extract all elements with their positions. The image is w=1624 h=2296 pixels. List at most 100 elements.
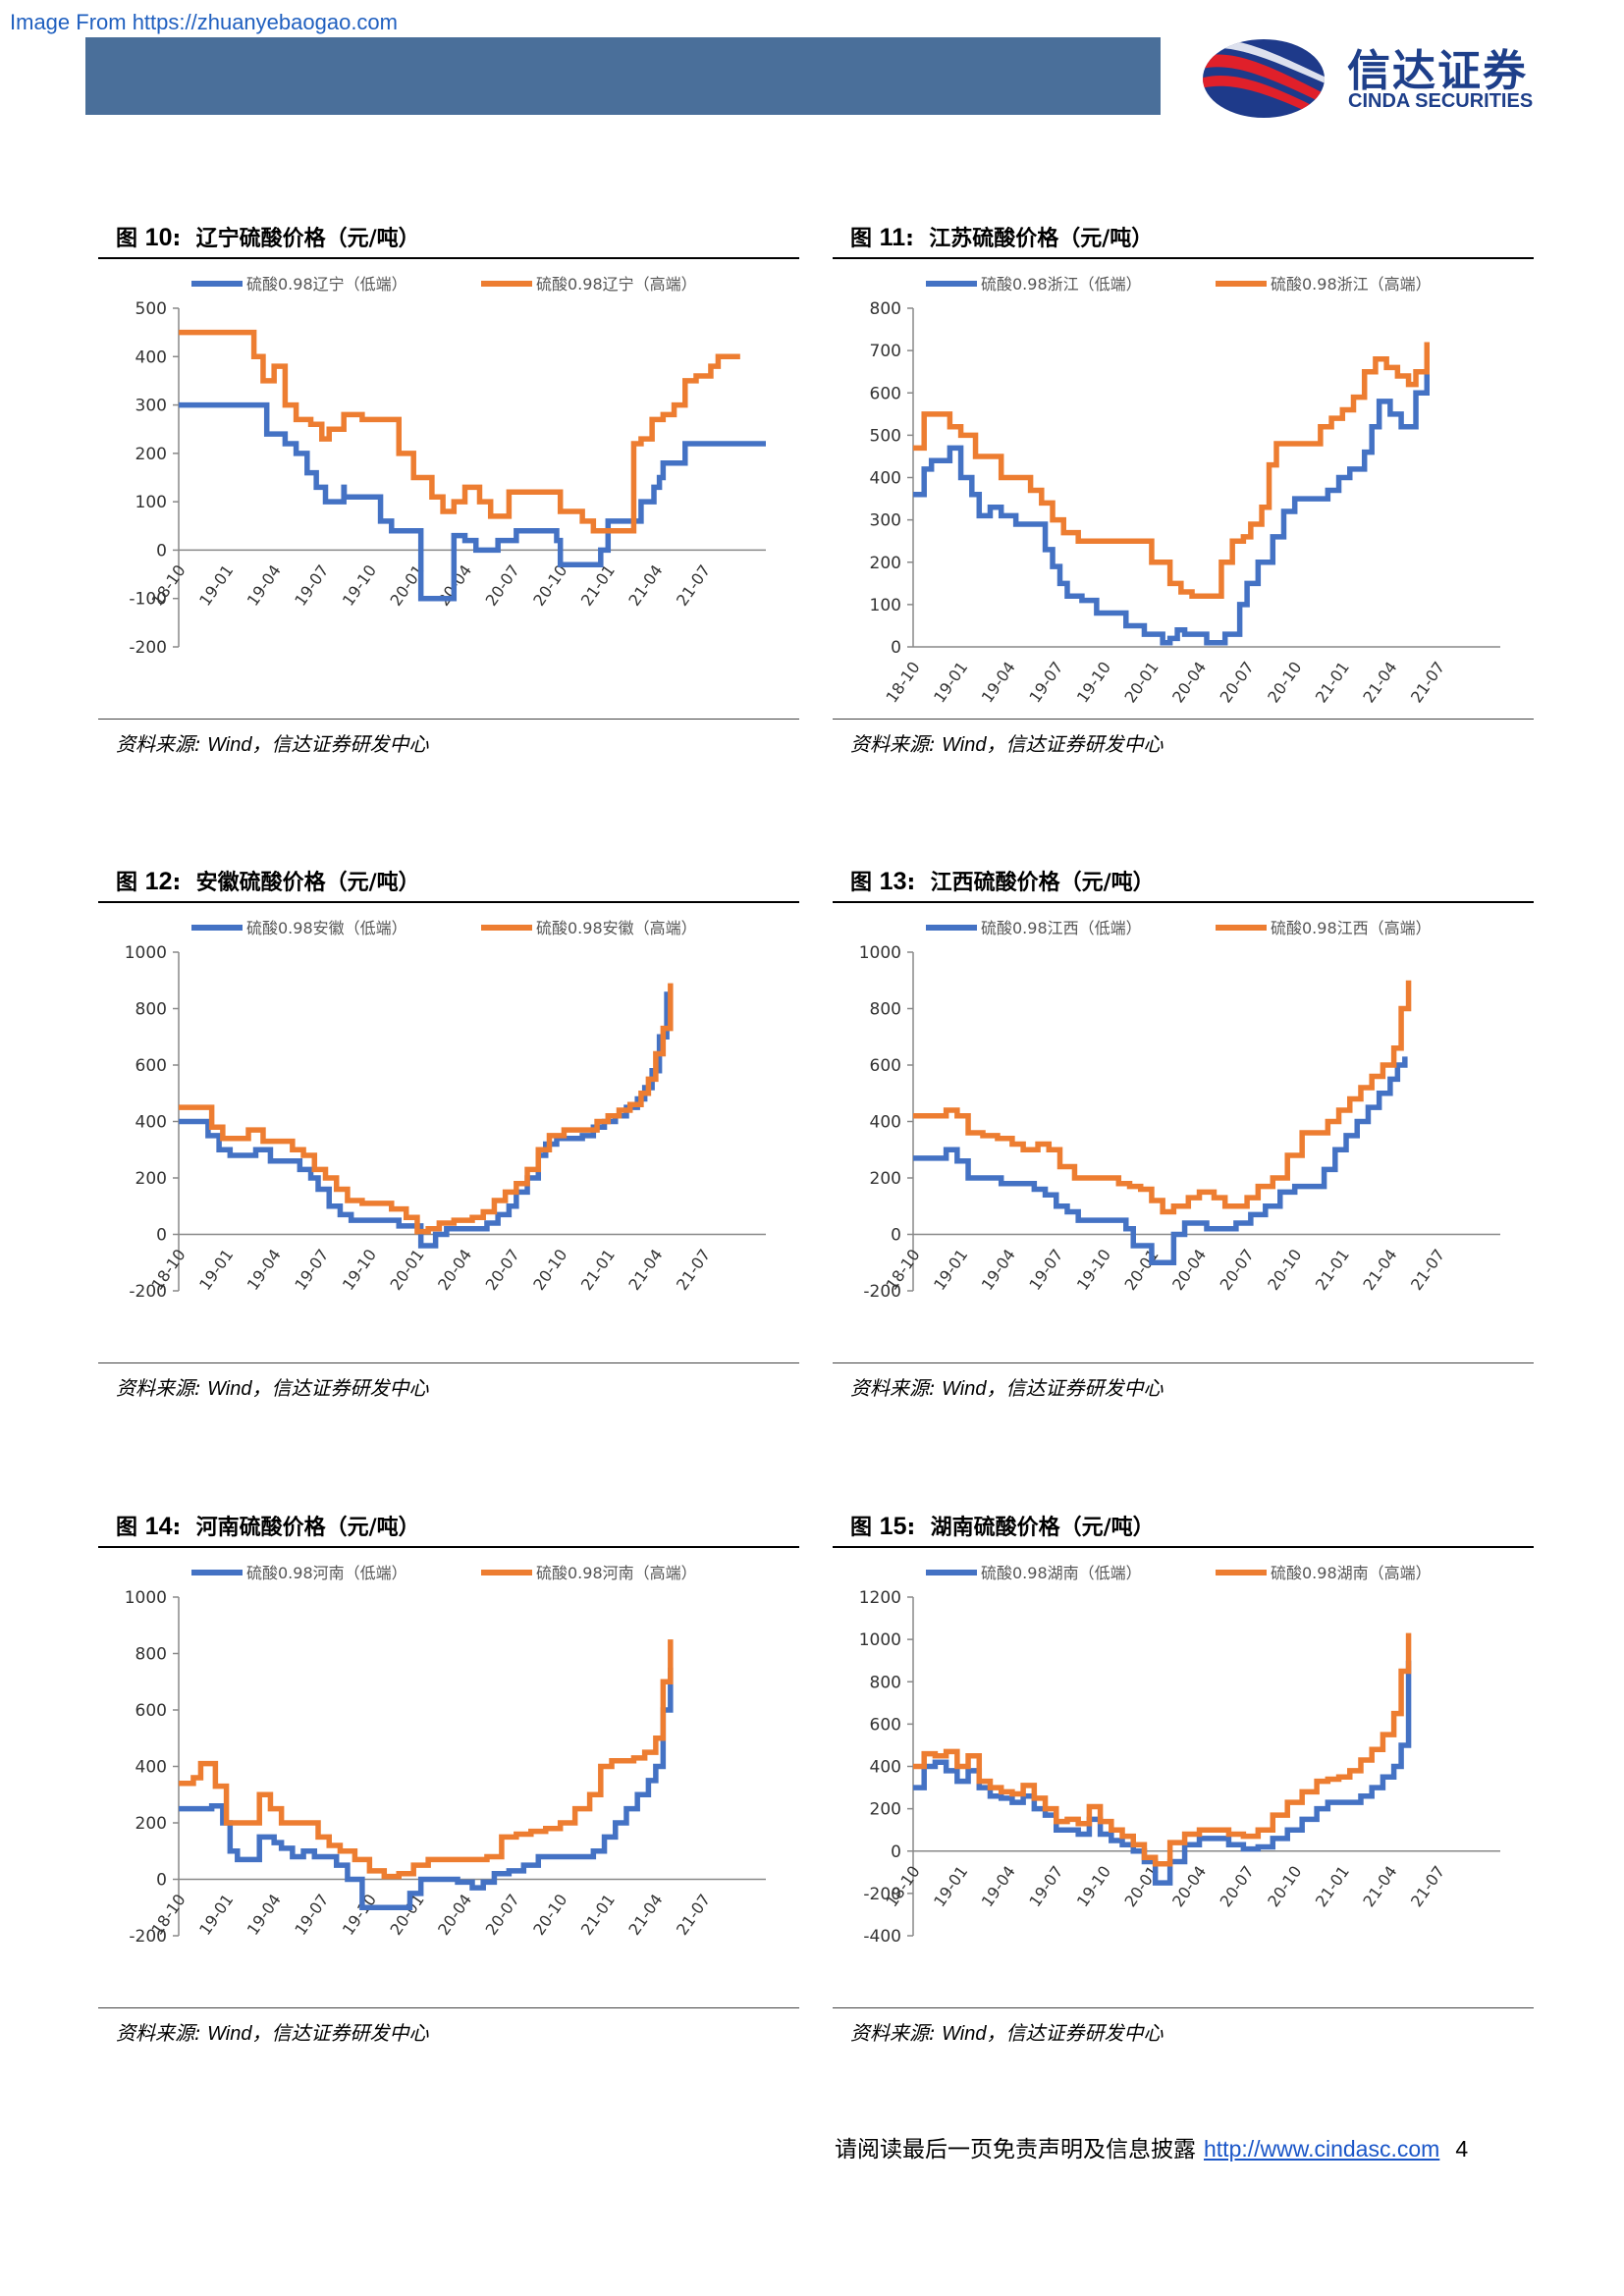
figure-title: 图 13: 江西硫酸价格（元/吨） bbox=[850, 868, 1155, 895]
page-number: 4 bbox=[1455, 2136, 1469, 2162]
y-tick-label: 200 bbox=[135, 1169, 167, 1189]
x-tick-label: 20-04 bbox=[434, 1246, 475, 1294]
figure-panel-10: 图 10: 辽宁硫酸价格（元/吨） 硫酸0.98辽宁（低端） 硫酸0.98辽宁（高… bbox=[98, 218, 799, 768]
cinda-globe-icon bbox=[1203, 39, 1325, 118]
y-tick-label: 500 bbox=[870, 426, 901, 446]
series-line-low bbox=[179, 991, 670, 1249]
y-tick-label: 200 bbox=[870, 1800, 901, 1820]
y-tick-label: 300 bbox=[870, 511, 901, 531]
y-tick-label: 400 bbox=[135, 347, 167, 367]
x-tick-label: 19-04 bbox=[244, 1891, 285, 1939]
figure-panel-12: 图 12: 安徽硫酸价格（元/吨） 硫酸0.98安徽（低端） 硫酸0.98安徽（高… bbox=[98, 862, 799, 1412]
x-tick-label: 20-10 bbox=[529, 1891, 570, 1939]
x-tick-label: 21-04 bbox=[624, 1246, 666, 1294]
legend-label: 硫酸0.98安徽（高端） bbox=[536, 919, 697, 937]
y-tick-label: 1200 bbox=[859, 1588, 901, 1608]
y-tick-label: 400 bbox=[870, 469, 901, 489]
logo-english-text: CINDA SECURITIES bbox=[1348, 90, 1534, 112]
x-tick-label: 20-07 bbox=[1217, 1246, 1258, 1294]
x-tick-label: 21-07 bbox=[673, 1246, 714, 1294]
series-line-high bbox=[913, 342, 1430, 599]
x-tick-label: 20-10 bbox=[1264, 658, 1305, 706]
figure-panel-11: 图 11: 江苏硫酸价格（元/吨） 硫酸0.98浙江（低端） 硫酸0.98浙江（高… bbox=[833, 218, 1534, 768]
x-tick-label: 20-01 bbox=[386, 1246, 427, 1294]
x-tick-label: 21-04 bbox=[624, 1891, 666, 1939]
source-rule bbox=[98, 719, 799, 720]
figure-title: 图 12: 安徽硫酸价格（元/吨） bbox=[116, 868, 420, 895]
x-tick-label: 19-07 bbox=[1025, 658, 1066, 706]
y-tick-label: 800 bbox=[870, 1673, 901, 1692]
figure-prefix: 图 bbox=[850, 871, 880, 895]
line-chart: 硫酸0.98湖南（低端） 硫酸0.98湖南（高端） -400 -200 0 200 400 6… bbox=[859, 1564, 1500, 1947]
series-line-high bbox=[179, 329, 740, 534]
source-rule bbox=[98, 1362, 799, 1363]
y-tick-label: -200 bbox=[129, 638, 167, 658]
x-tick-label: 18-10 bbox=[148, 1891, 189, 1939]
y-tick-label: -100 bbox=[129, 590, 167, 610]
x-tick-label: 19-07 bbox=[291, 1891, 332, 1939]
x-tick-label: 19-01 bbox=[930, 1862, 971, 1910]
y-tick-label: 0 bbox=[156, 1226, 167, 1246]
x-tick-label: 20-01 bbox=[1120, 1246, 1162, 1294]
line-chart: 硫酸0.98河南（低端） 硫酸0.98河南（高端） -200 0 200 400 600 80… bbox=[125, 1564, 766, 1947]
source-note: 资料来源: Wind，信达证券研发中心 bbox=[116, 2021, 429, 2045]
legend-label: 硫酸0.98江西（高端） bbox=[1271, 919, 1432, 937]
x-tick-label: 18-10 bbox=[148, 561, 189, 610]
x-tick-label: 19-10 bbox=[339, 1246, 380, 1294]
title-rule bbox=[833, 257, 1534, 259]
x-tick-label: 21-04 bbox=[1359, 1246, 1400, 1294]
line-chart: 硫酸0.98浙江（低端） 硫酸0.98浙江（高端） 0 100 200 300 400 500… bbox=[870, 275, 1500, 706]
website-link[interactable]: http://www.cindasc.com bbox=[1204, 2136, 1440, 2162]
x-tick-label: 20-07 bbox=[482, 561, 523, 610]
y-tick-label: 300 bbox=[135, 397, 167, 416]
x-tick-label: 19-10 bbox=[339, 1891, 380, 1939]
header-bar bbox=[85, 37, 1161, 115]
figure-title-text: 江苏硫酸价格（元/吨） bbox=[929, 227, 1154, 251]
title-rule bbox=[833, 901, 1534, 903]
y-tick-label: 500 bbox=[135, 299, 167, 319]
x-tick-label: 21-01 bbox=[577, 561, 619, 610]
x-tick-label: 20-07 bbox=[482, 1246, 523, 1294]
figure-number: 12 bbox=[144, 868, 173, 895]
line-chart: 硫酸0.98江西（低端） 硫酸0.98江西（高端） -200 0 200 400 600 80… bbox=[859, 919, 1500, 1302]
figure-title: 图 10: 辽宁硫酸价格（元/吨） bbox=[116, 224, 420, 251]
x-tick-label: 18-10 bbox=[883, 1246, 924, 1294]
x-tick-label: 20-04 bbox=[434, 1891, 475, 1939]
y-tick-label: 400 bbox=[870, 1113, 901, 1133]
x-tick-label: 20-01 bbox=[386, 1891, 427, 1939]
y-tick-label: 0 bbox=[156, 541, 167, 561]
x-tick-label: 21-07 bbox=[673, 1891, 714, 1939]
x-tick-label: 18-10 bbox=[148, 1246, 189, 1294]
x-tick-label: 21-04 bbox=[624, 561, 666, 610]
x-tick-label: 21-01 bbox=[1312, 658, 1353, 706]
x-tick-label: 21-01 bbox=[577, 1891, 619, 1939]
legend-label: 硫酸0.98湖南（高端） bbox=[1271, 1564, 1432, 1582]
x-tick-label: 21-07 bbox=[1407, 658, 1448, 706]
x-tick-label: 20-07 bbox=[1217, 658, 1258, 706]
figure-title: 图 14: 河南硫酸价格（元/吨） bbox=[116, 1513, 420, 1540]
source-rule bbox=[98, 2007, 799, 2008]
title-rule bbox=[98, 901, 799, 903]
x-tick-label: 21-01 bbox=[577, 1246, 619, 1294]
x-tick-label: 21-04 bbox=[1359, 658, 1400, 706]
y-tick-label: 0 bbox=[156, 1871, 167, 1891]
y-tick-label: 1000 bbox=[859, 943, 901, 963]
x-tick-label: 19-10 bbox=[1073, 1862, 1114, 1910]
y-tick-label: 700 bbox=[870, 342, 901, 361]
x-tick-label: 19-07 bbox=[1025, 1246, 1066, 1294]
x-tick-label: 19-10 bbox=[1073, 658, 1114, 706]
y-tick-label: 800 bbox=[870, 299, 901, 319]
y-tick-label: 200 bbox=[870, 1169, 901, 1189]
legend-label: 硫酸0.98辽宁（高端） bbox=[536, 275, 697, 294]
legend-label: 硫酸0.98湖南（低端） bbox=[981, 1564, 1142, 1582]
x-tick-label: 21-07 bbox=[673, 561, 714, 610]
x-tick-label: 19-10 bbox=[339, 561, 380, 610]
figure-prefix: 图 bbox=[850, 227, 880, 251]
x-tick-label: 21-07 bbox=[1407, 1862, 1448, 1910]
figure-prefix: 图 bbox=[116, 871, 145, 895]
x-tick-label: 19-07 bbox=[291, 561, 332, 610]
y-tick-label: 1000 bbox=[125, 1588, 167, 1608]
title-rule bbox=[98, 257, 799, 259]
y-tick-label: 1000 bbox=[859, 1630, 901, 1650]
figure-number: 10 bbox=[144, 224, 173, 251]
